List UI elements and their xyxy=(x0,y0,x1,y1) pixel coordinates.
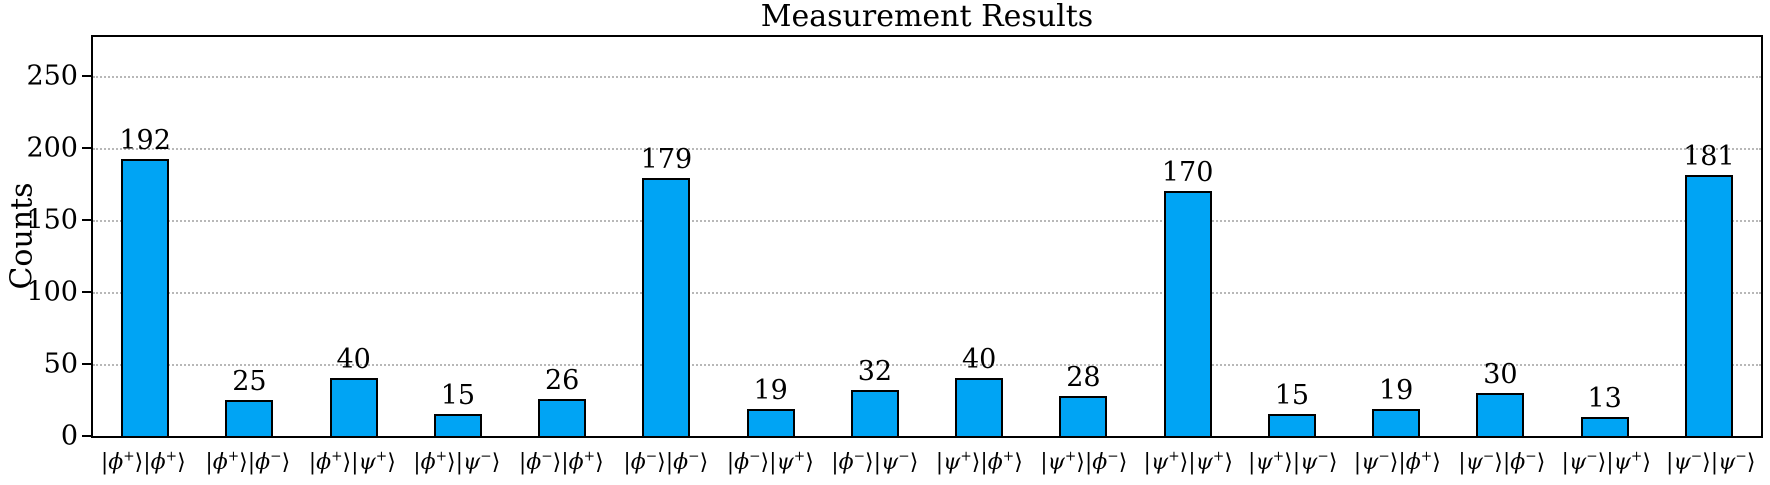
bar-value-label: 170 xyxy=(1161,157,1214,189)
bar-slot: 25 xyxy=(197,37,301,436)
bar-slot: 40 xyxy=(302,37,406,436)
bar-value-label: 25 xyxy=(232,366,267,397)
bar-slot: 13 xyxy=(1553,37,1657,436)
x-tick-label: |ϕ+⟩|ψ+⟩ xyxy=(308,448,396,475)
x-tick-label: |ϕ+⟩|ϕ−⟩ xyxy=(205,448,291,475)
bar-slot: 15 xyxy=(406,37,510,436)
x-tick-label: |ψ−⟩|ψ+⟩ xyxy=(1561,448,1651,475)
y-axis-title: Counts xyxy=(4,182,40,290)
y-tick-label-200: 200 xyxy=(26,132,78,164)
bar-value-label: 30 xyxy=(1483,358,1518,390)
gridline-50 xyxy=(93,363,1761,366)
bar-slot: 181 xyxy=(1657,37,1761,436)
x-tick-label: |ϕ−⟩|ψ−⟩ xyxy=(831,448,919,475)
bar-value-label: 40 xyxy=(961,344,997,376)
bar-value-label: 19 xyxy=(1378,374,1414,406)
bar xyxy=(121,159,170,436)
bar-slot: 32 xyxy=(823,37,927,436)
bar-value-label: 179 xyxy=(640,144,693,176)
bar-slot: 179 xyxy=(614,37,718,436)
bar-value-label: 40 xyxy=(336,344,371,376)
bar xyxy=(1580,417,1629,436)
bar xyxy=(1372,408,1421,436)
bar-series: 192 25 40 15 26 179 19 32 40 28 170 15 19 30 13 181 xyxy=(93,37,1761,436)
bar-slot: 30 xyxy=(1448,37,1552,436)
x-tick-label: |ψ+⟩|ψ+⟩ xyxy=(1143,448,1233,475)
bar xyxy=(538,398,587,436)
bar xyxy=(746,408,795,436)
gridline-100 xyxy=(93,291,1761,294)
y-tick-mark-250 xyxy=(82,74,91,77)
bar xyxy=(850,389,899,436)
bar xyxy=(1059,395,1108,436)
x-tick-label: |ϕ−⟩|ϕ+⟩ xyxy=(518,448,604,475)
bar-value-label: 15 xyxy=(440,380,476,412)
x-tick-label: |ψ+⟩|ϕ−⟩ xyxy=(1040,448,1128,475)
x-tick-label: |ψ−⟩|ϕ+⟩ xyxy=(1353,448,1441,475)
gridline-150 xyxy=(93,219,1761,222)
gridline-200 xyxy=(93,147,1761,150)
x-tick-label: |ϕ+⟩|ψ−⟩ xyxy=(413,448,501,475)
y-tick-label-50: 50 xyxy=(43,348,78,380)
bar xyxy=(642,178,691,436)
bar xyxy=(329,378,378,436)
bar xyxy=(1163,191,1212,436)
y-tick-mark-150 xyxy=(82,218,91,221)
bar-slot: 26 xyxy=(510,37,614,436)
x-tick-label: |ψ+⟩|ϕ+⟩ xyxy=(935,448,1023,475)
x-axis-labels: |ϕ+⟩|ϕ+⟩ |ϕ+⟩|ϕ−⟩ |ϕ+⟩|ψ+⟩ |ϕ+⟩|ψ−⟩ |ϕ−⟩|ϕ+⟩… xyxy=(91,448,1763,482)
bar xyxy=(1476,392,1525,436)
bar-slot: 15 xyxy=(1240,37,1344,436)
y-tick-label-100: 100 xyxy=(26,276,78,308)
bar xyxy=(433,414,482,436)
y-tick-label-150: 150 xyxy=(26,204,78,236)
x-tick-label: |ψ−⟩|ϕ−⟩ xyxy=(1458,448,1546,475)
bar-value-label: 13 xyxy=(1587,383,1622,415)
y-tick-mark-0 xyxy=(82,435,91,437)
bar xyxy=(955,378,1004,436)
bar-slot: 19 xyxy=(719,37,823,436)
x-tick-label: |ϕ−⟩|ψ+⟩ xyxy=(726,448,814,475)
y-tick-mark-100 xyxy=(82,290,91,293)
bar-slot: 40 xyxy=(927,37,1031,436)
x-tick-label: |ϕ+⟩|ϕ+⟩ xyxy=(100,448,186,475)
bar-value-label: 192 xyxy=(119,125,171,157)
y-tick-mark-200 xyxy=(82,146,91,149)
bar-value-label: 28 xyxy=(1066,361,1101,393)
gridline-250 xyxy=(93,75,1761,78)
bar xyxy=(225,400,274,436)
bar xyxy=(1267,414,1316,436)
y-tick-label-0: 0 xyxy=(60,420,78,452)
x-tick-label: |ψ+⟩|ψ−⟩ xyxy=(1248,448,1338,475)
bar-value-label: 26 xyxy=(544,364,580,396)
y-tick-label-250: 250 xyxy=(26,60,78,92)
bar xyxy=(1684,175,1733,436)
chart-title: Measurement Results xyxy=(760,0,1094,34)
y-tick-mark-50 xyxy=(82,362,91,365)
bar-slot: 28 xyxy=(1031,37,1135,436)
bar-slot: 170 xyxy=(1136,37,1240,436)
x-tick-label: |ϕ−⟩|ϕ−⟩ xyxy=(623,448,709,475)
plot-area: 192 25 40 15 26 179 19 32 40 28 170 15 19 30 13 181 xyxy=(91,35,1763,438)
bar-value-label: 32 xyxy=(857,355,893,387)
bar-slot: 192 xyxy=(93,37,197,436)
bar-value-label: 15 xyxy=(1274,380,1310,412)
bar-value-label: 181 xyxy=(1683,141,1735,173)
bar-value-label: 19 xyxy=(753,374,788,406)
bar-slot: 19 xyxy=(1344,37,1448,436)
x-tick-label: |ψ−⟩|ψ−⟩ xyxy=(1666,448,1756,475)
